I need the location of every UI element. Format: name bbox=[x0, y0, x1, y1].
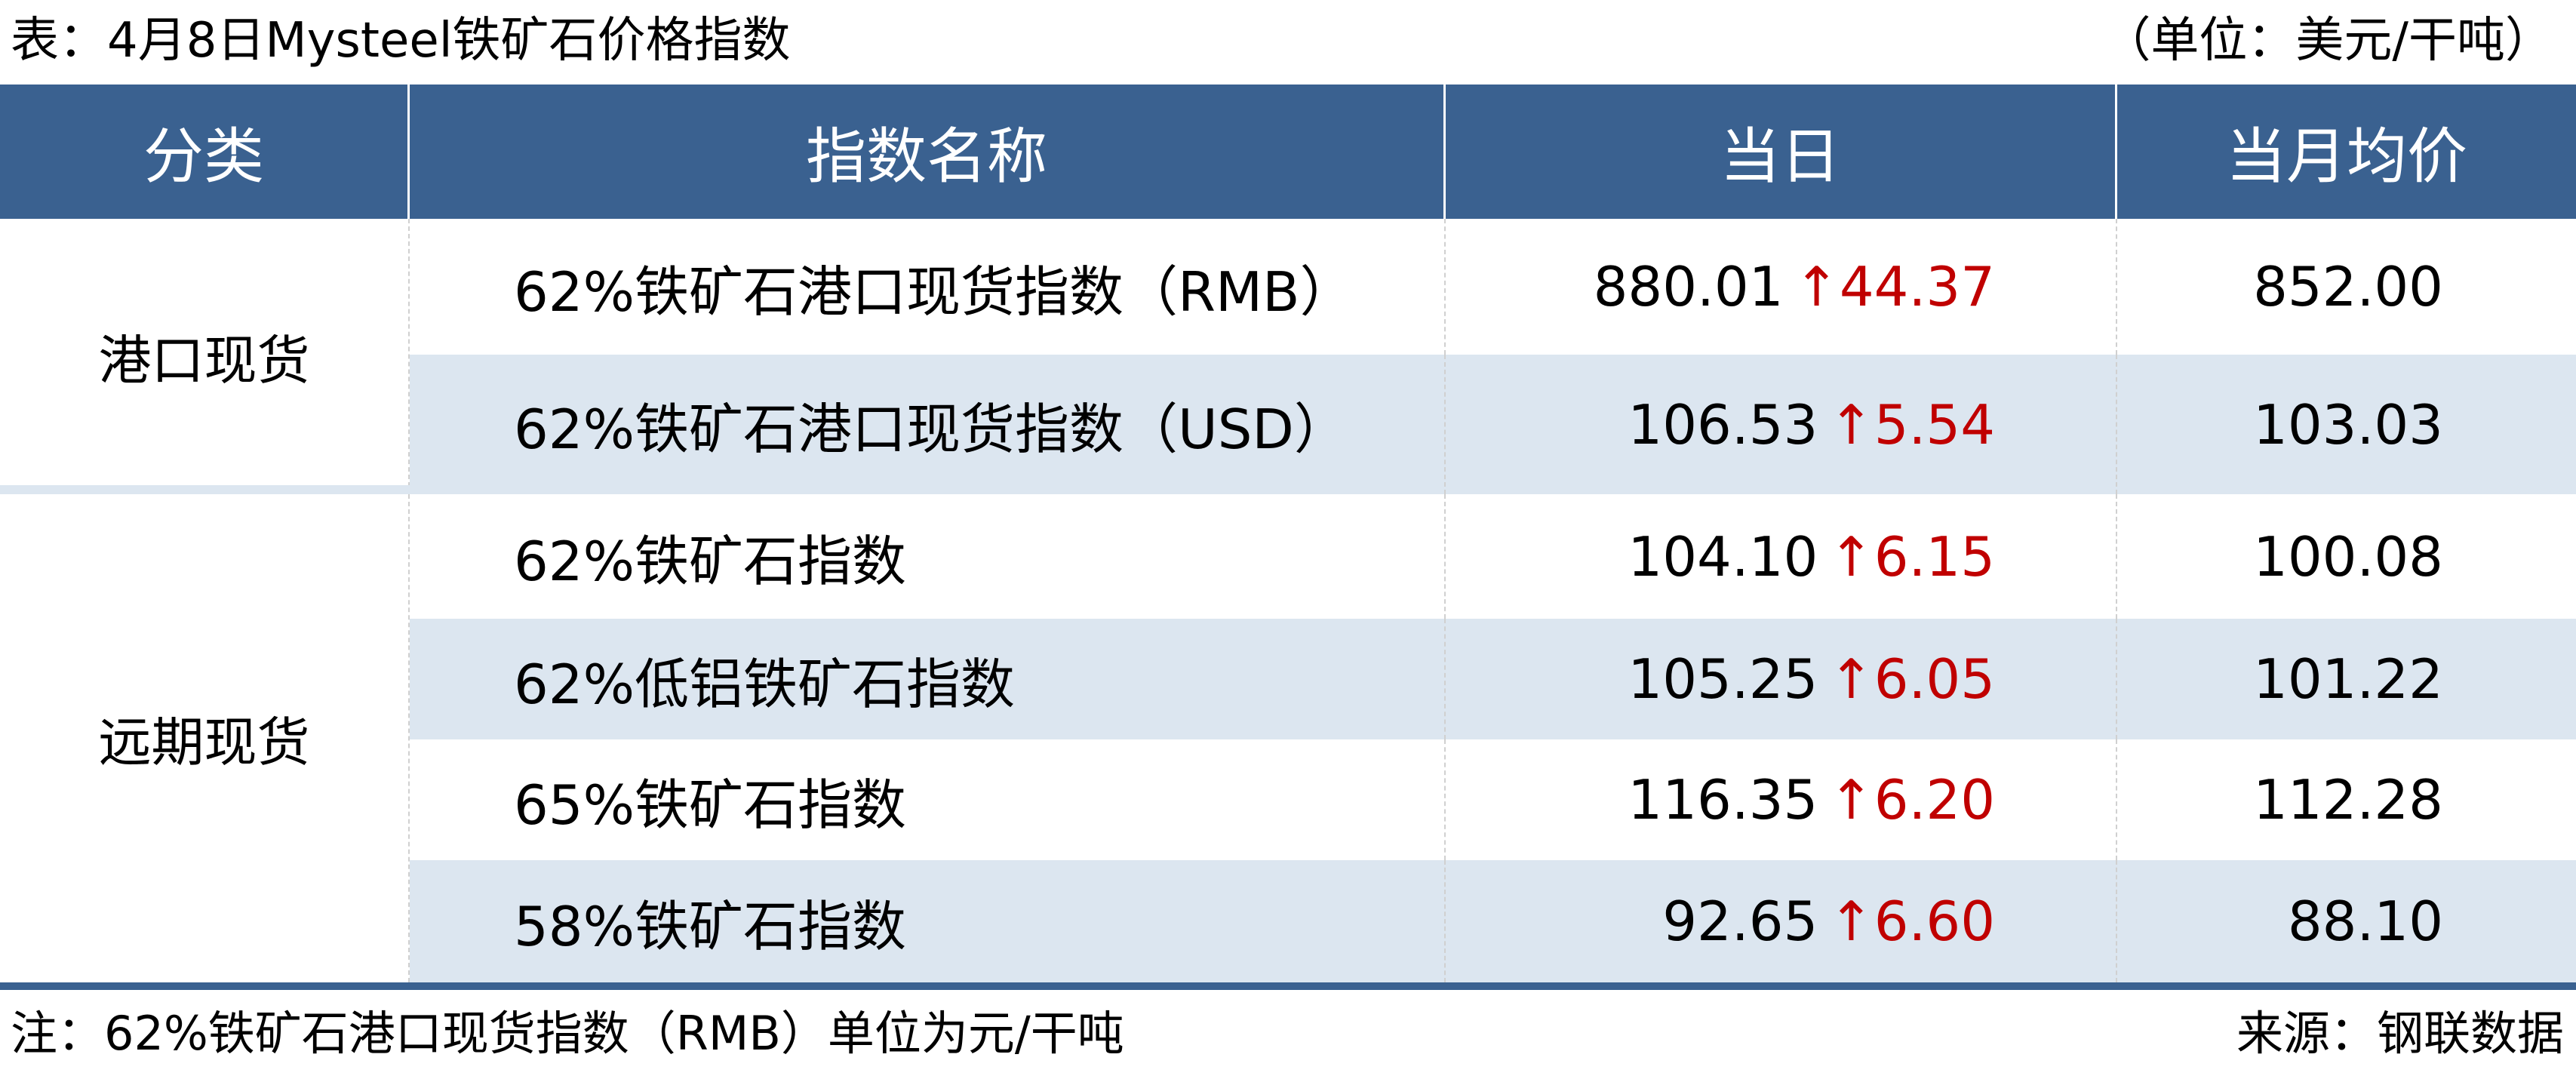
table-row: 62%低铝铁矿石指数 105.25 ↑ 6.05 101.22 bbox=[410, 619, 2576, 739]
table-bottom-border bbox=[0, 982, 2576, 990]
arrow-up-icon: ↑ bbox=[1828, 768, 1874, 831]
footnote: 注：62%铁矿石港口现货指数（RMB）单位为元/干吨 bbox=[11, 1006, 1124, 1061]
arrow-up-icon: ↑ bbox=[1794, 255, 1840, 318]
change-value: 6.05 bbox=[1874, 647, 1995, 711]
header-day: 当日 bbox=[1446, 85, 2117, 219]
index-name: 62%低铝铁矿石指数 bbox=[410, 619, 1446, 739]
month-avg-value: 103.03 bbox=[2253, 392, 2443, 456]
change-value: 6.60 bbox=[1874, 890, 1995, 953]
table-row: 62%铁矿石港口现货指数（USD） 106.53 ↑ 5.54 103.03 bbox=[410, 355, 2576, 494]
arrow-up-icon: ↑ bbox=[1828, 524, 1874, 589]
day-value-cell: 104.10 ↑ 6.15 bbox=[1446, 494, 2117, 619]
month-avg-value: 88.10 bbox=[2287, 890, 2443, 953]
category-group: 港口现货 62%铁矿石港口现货指数（RMB） 880.01 ↑ 44.37 852.00 6… bbox=[0, 219, 2576, 494]
day-value-cell: 106.53 ↑ 5.54 bbox=[1446, 355, 2117, 494]
day-value-cell: 880.01 ↑ 44.37 bbox=[1446, 219, 2117, 355]
day-value: 106.53 bbox=[1628, 392, 1818, 456]
table-row: 65%铁矿石指数 116.35 ↑ 6.20 112.28 bbox=[410, 739, 2576, 860]
change-value: 44.37 bbox=[1839, 255, 1995, 318]
day-value: 104.10 bbox=[1628, 524, 1818, 589]
arrow-up-icon: ↑ bbox=[1828, 890, 1874, 953]
index-name: 62%铁矿石指数 bbox=[410, 494, 1446, 619]
index-name: 62%铁矿石港口现货指数（RMB） bbox=[410, 219, 1446, 355]
change-value: 5.54 bbox=[1874, 392, 1995, 456]
category-group: 远期现货 62%铁矿石指数 104.10 ↑ 6.15 100.08 62%低铝铁矿石指数 1… bbox=[0, 494, 2576, 982]
table-title: 表：4月8日Mysteel铁矿石价格指数 bbox=[11, 13, 791, 69]
arrow-up-icon: ↑ bbox=[1828, 647, 1874, 711]
header-month-avg: 当月均价 bbox=[2226, 121, 2467, 192]
table-row: 62%铁矿石港口现货指数（RMB） 880.01 ↑ 44.37 852.00 bbox=[410, 219, 2576, 355]
month-avg-value: 101.22 bbox=[2253, 647, 2443, 711]
group-divider bbox=[0, 485, 410, 494]
day-value-cell: 92.65 ↑ 6.60 bbox=[1446, 860, 2117, 982]
change-value: 6.20 bbox=[1874, 768, 1995, 831]
month-avg-value: 852.00 bbox=[2253, 255, 2443, 318]
day-value: 116.35 bbox=[1628, 768, 1818, 831]
index-name: 58%铁矿石指数 bbox=[410, 860, 1446, 982]
day-value-cell: 105.25 ↑ 6.05 bbox=[1446, 619, 2117, 739]
price-index-table: 分类 指数名称 当日 当月均价 港口现货 62%铁矿石港口现货指数（RMB） 880… bbox=[0, 85, 2576, 990]
day-value: 105.25 bbox=[1628, 647, 1818, 711]
month-avg-value: 100.08 bbox=[2253, 524, 2443, 589]
unit-label: （单位：美元/干吨） bbox=[2102, 13, 2553, 69]
day-value: 880.01 bbox=[1593, 255, 1784, 318]
index-name: 62%铁矿石港口现货指数（USD） bbox=[410, 355, 1446, 494]
day-value: 92.65 bbox=[1662, 890, 1818, 953]
day-value-cell: 116.35 ↑ 6.20 bbox=[1446, 739, 2117, 860]
header-index-name: 指数名称 bbox=[410, 85, 1446, 219]
index-name: 65%铁矿石指数 bbox=[410, 739, 1446, 860]
change-value: 6.15 bbox=[1874, 524, 1995, 589]
table-header: 分类 指数名称 当日 当月均价 bbox=[0, 85, 2576, 219]
category-cell: 港口现货 bbox=[0, 219, 410, 494]
month-avg-value: 112.28 bbox=[2253, 768, 2443, 831]
table-row: 58%铁矿石指数 92.65 ↑ 6.60 88.10 bbox=[410, 860, 2576, 982]
header-category: 分类 bbox=[0, 85, 410, 219]
source-label: 来源：钢联数据 bbox=[2236, 1006, 2564, 1061]
category-cell: 远期现货 bbox=[0, 494, 410, 982]
arrow-up-icon: ↑ bbox=[1828, 392, 1874, 456]
table-row: 62%铁矿石指数 104.10 ↑ 6.15 100.08 bbox=[410, 494, 2576, 619]
